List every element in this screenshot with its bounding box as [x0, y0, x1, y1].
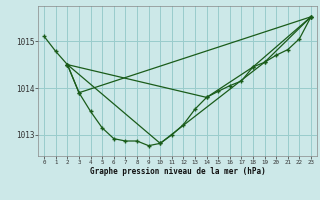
X-axis label: Graphe pression niveau de la mer (hPa): Graphe pression niveau de la mer (hPa) — [90, 167, 266, 176]
